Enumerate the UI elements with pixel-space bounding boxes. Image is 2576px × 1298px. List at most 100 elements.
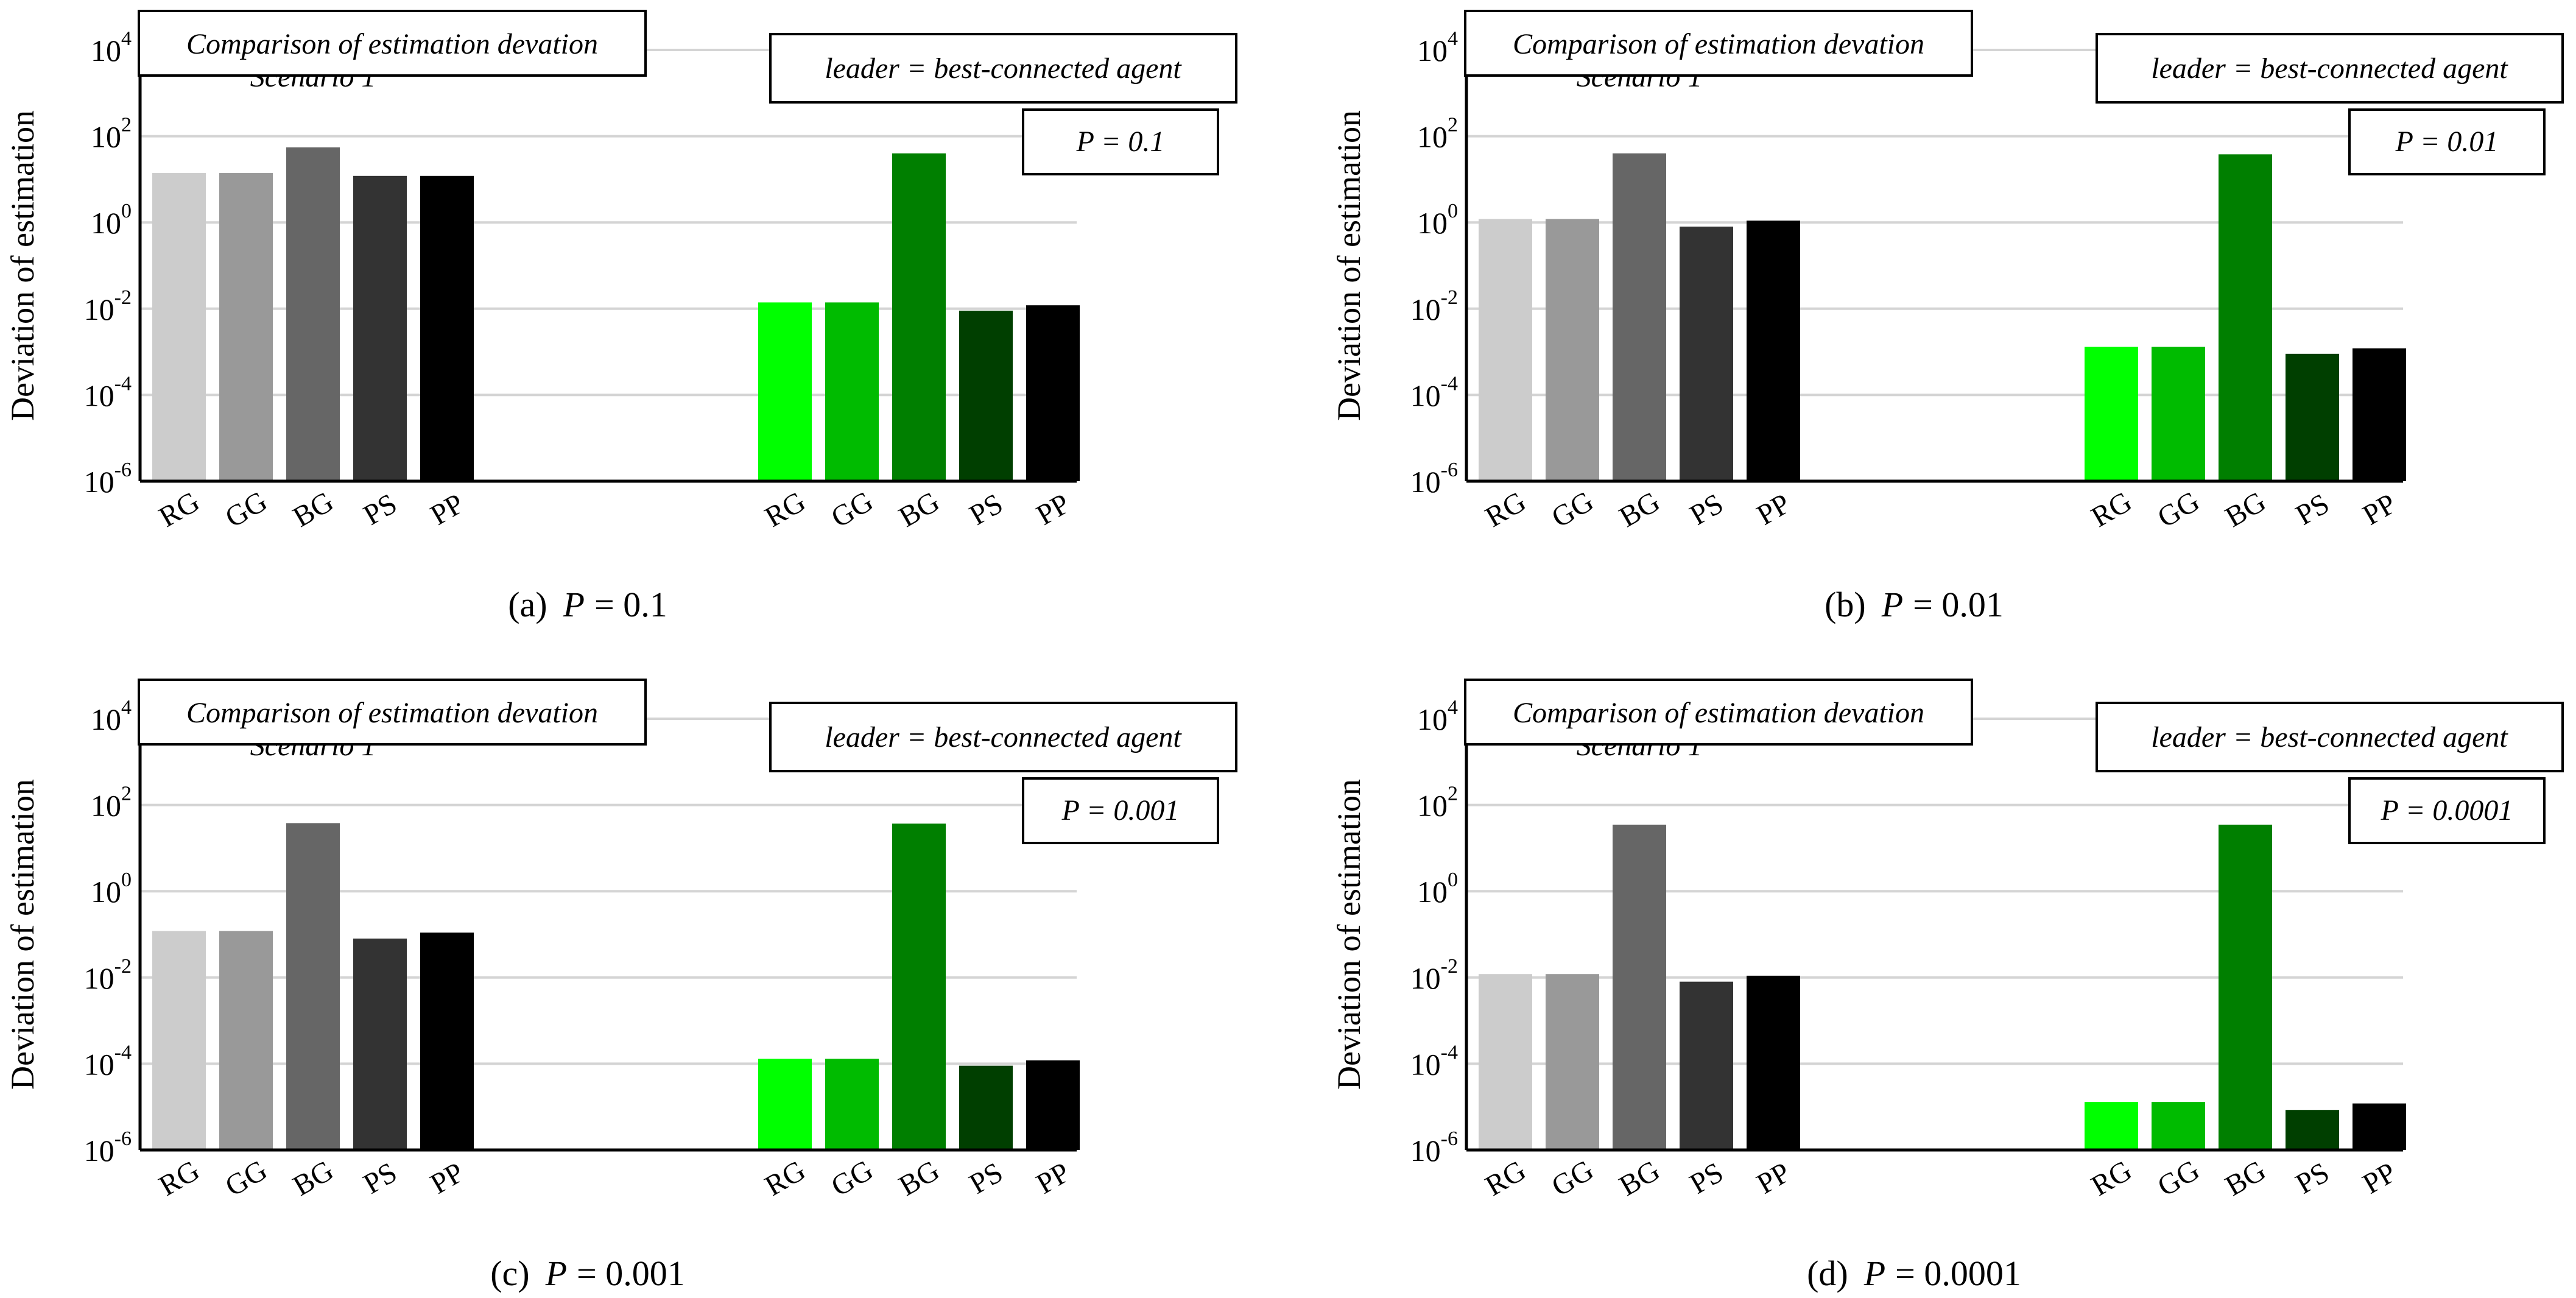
caption-tag: (d)	[1807, 1254, 1848, 1293]
y-tick-base: 10	[91, 206, 121, 240]
y-tick-label: 100	[91, 200, 132, 240]
x-tick-label: PP	[425, 487, 470, 532]
bar	[1546, 219, 1599, 481]
bar	[420, 175, 474, 481]
caption-variable: P	[545, 1254, 567, 1293]
y-tick-exponent: -2	[1441, 955, 1458, 978]
bar	[219, 173, 273, 481]
x-tick-label: GG	[1546, 485, 1599, 534]
y-axis-label: Deviation of estimation	[1331, 110, 1367, 421]
bar	[2085, 347, 2138, 481]
title-box	[1464, 10, 1973, 77]
x-tick-label: PS	[358, 487, 403, 532]
x-tick-label: RG	[1480, 1154, 1531, 1202]
y-tick-label: 104	[91, 27, 132, 68]
bar	[825, 1059, 879, 1150]
y-tick-exponent: -4	[1441, 1041, 1458, 1063]
bar	[353, 175, 407, 481]
leader-label: leader = best-connected agent	[2151, 52, 2508, 85]
caption-value: = 0.1	[594, 585, 667, 624]
y-tick-label: 10-2	[1410, 955, 1458, 995]
bar	[825, 302, 879, 481]
x-tick-label: PS	[2290, 487, 2335, 532]
chart-title: Comparison of estimation devation	[1513, 28, 1924, 60]
leader-box	[769, 33, 1237, 104]
y-tick-base: 10	[1410, 292, 1441, 326]
x-tick-label: PS	[2290, 1156, 2335, 1201]
y-tick-base: 10	[1417, 789, 1448, 823]
y-tick-exponent: 4	[1448, 27, 1458, 50]
y-tick-base: 10	[1410, 1134, 1441, 1168]
y-tick-label: 10-6	[1410, 1127, 1458, 1168]
bar	[892, 153, 946, 481]
y-tick-base: 10	[1410, 378, 1441, 412]
y-tick-exponent: -2	[1441, 286, 1458, 309]
caption-value: = 0.001	[577, 1254, 685, 1293]
x-tick-label: PP	[1751, 1156, 1796, 1201]
y-tick-base: 10	[1417, 206, 1448, 240]
y-tick-base: 10	[1417, 120, 1448, 154]
y-tick-base: 10	[91, 789, 121, 823]
bar	[1546, 974, 1599, 1150]
title-box	[138, 10, 647, 77]
x-tick-label: PP	[1031, 487, 1075, 532]
y-tick-base: 10	[91, 702, 121, 736]
caption-tag: (c)	[490, 1254, 529, 1293]
x-tick-label: PP	[2357, 487, 2402, 532]
y-tick-base: 10	[1410, 961, 1441, 995]
bar	[152, 173, 206, 481]
bar	[1479, 974, 1532, 1150]
y-tick-base: 10	[1410, 1047, 1441, 1081]
caption-value: = 0.0001	[1895, 1254, 2021, 1293]
chart-title: Comparison of estimation devation	[1513, 697, 1924, 729]
y-tick-exponent: 0	[121, 869, 132, 891]
title-box	[1464, 679, 1973, 746]
bar	[2152, 347, 2205, 481]
x-tick-label: BG	[287, 485, 339, 534]
y-axis-label: Deviation of estimation	[1331, 779, 1367, 1090]
caption: (c) P = 0.001	[490, 1254, 685, 1293]
x-tick-label: PS	[964, 1156, 1008, 1201]
bar	[219, 931, 273, 1150]
caption-variable: P	[563, 585, 585, 624]
bar	[286, 147, 340, 482]
y-tick-exponent: 2	[121, 114, 132, 136]
y-tick-exponent: -4	[1441, 372, 1458, 395]
bar	[2219, 824, 2272, 1150]
bar	[959, 311, 1013, 481]
y-tick-exponent: 0	[121, 200, 132, 222]
caption: (d) P = 0.0001	[1807, 1254, 2021, 1293]
y-tick-base: 10	[1417, 34, 1448, 68]
bar	[1026, 305, 1080, 481]
leader-box	[769, 702, 1237, 772]
x-tick-label: RG	[759, 1154, 811, 1202]
y-tick-label: 10-2	[84, 955, 132, 995]
bar	[2085, 1102, 2138, 1150]
y-tick-label: 10-4	[1410, 1041, 1458, 1081]
y-tick-label: 10-4	[1410, 372, 1458, 412]
bar	[1613, 153, 1666, 481]
y-tick-label: 104	[1417, 27, 1458, 68]
y-tick-base: 10	[84, 465, 114, 499]
y-tick-exponent: 0	[1448, 869, 1458, 891]
caption-variable: P	[1863, 1254, 1885, 1293]
chart-title: Comparison of estimation devation	[186, 28, 598, 60]
y-tick-label: 10-6	[84, 1127, 132, 1168]
y-tick-exponent: -6	[1441, 459, 1458, 481]
y-tick-label: 10-2	[84, 286, 132, 326]
p-value-box	[1022, 108, 1219, 175]
y-tick-exponent: 2	[1448, 783, 1458, 805]
y-tick-exponent: -2	[114, 286, 132, 309]
x-tick-label: BG	[287, 1154, 339, 1202]
y-tick-label: 102	[91, 114, 132, 154]
y-axis-label: Deviation of estimation	[4, 110, 41, 421]
caption: (b) P = 0.01	[1825, 585, 2004, 624]
x-tick-label: BG	[893, 1154, 945, 1202]
x-tick-label: BG	[2220, 1154, 2271, 1202]
y-tick-exponent: -6	[114, 459, 132, 481]
x-tick-label: BG	[2220, 485, 2271, 534]
p-value-label: P = 0.0001	[2381, 794, 2513, 827]
